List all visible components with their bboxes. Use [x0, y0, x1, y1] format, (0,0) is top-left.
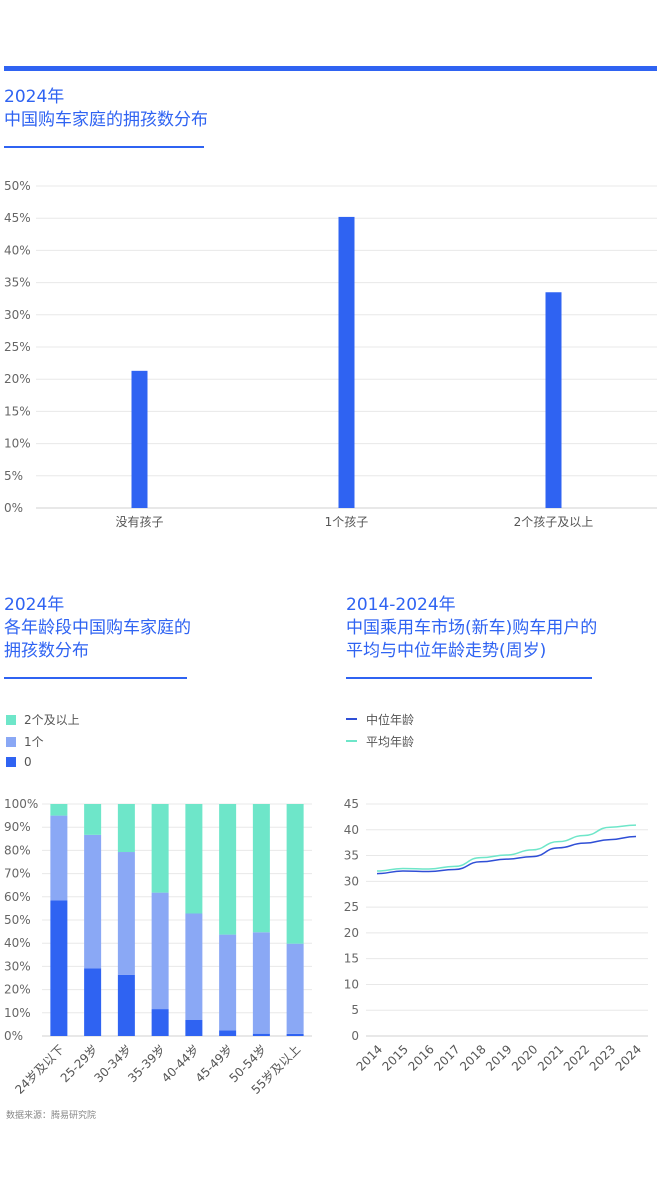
chart2-bar-segment — [50, 815, 68, 901]
chart3-legend-median: 中位年龄 — [346, 711, 414, 728]
chart3-x-tick: 2024 — [613, 1042, 644, 1073]
legend-swatch — [6, 715, 16, 725]
chart2-bar-segment — [185, 804, 203, 914]
chart3-x-tick: 2017 — [431, 1042, 462, 1073]
chart3-x-tick: 2022 — [561, 1042, 592, 1073]
chart2-y-tick: 70% — [4, 867, 31, 881]
chart1-x-tick: 没有孩子 — [115, 514, 163, 529]
chart2-bar-segment — [185, 913, 203, 1020]
chart2-bar-segment — [252, 932, 270, 1034]
chart1-y-tick: 25% — [4, 340, 31, 354]
chart2-legend-item-0: 0 — [6, 755, 32, 769]
chart2-bar-segment — [84, 804, 102, 835]
chart1-y-tick: 0% — [4, 501, 23, 515]
chart2-y-tick: 90% — [4, 820, 31, 834]
chart3-y-tick: 25 — [344, 900, 359, 914]
chart3-y-tick: 15 — [344, 952, 359, 966]
chart3-y-tick: 5 — [351, 1003, 359, 1017]
chart1-y-tick: 10% — [4, 437, 31, 451]
chart3-y-tick: 40 — [344, 823, 359, 837]
chart1-y-tick: 50% — [4, 179, 31, 193]
chart3-x-tick: 2023 — [587, 1042, 618, 1073]
chart2-y-tick: 40% — [4, 936, 31, 950]
chart3-y-tick: 35 — [344, 849, 359, 863]
chart3-x-tick: 2015 — [380, 1042, 411, 1073]
legend-line — [346, 718, 357, 720]
chart2-bar-segment — [286, 943, 304, 1034]
chart2-bar-segment — [117, 852, 135, 975]
chart2-bar-segment — [117, 974, 135, 1036]
chart3-y-tick: 0 — [351, 1029, 359, 1043]
chart3-line-median — [376, 835, 637, 875]
chart2-y-tick: 30% — [4, 959, 31, 973]
chart2-title-underline — [4, 677, 187, 679]
chart3-title: 2014-2024年 中国乘用车市场(新车)购车用户的 平均与中位年龄走势(周岁… — [346, 595, 598, 661]
chart3-y-tick: 10 — [344, 977, 359, 991]
legend-swatch — [6, 737, 16, 747]
chart2-bar-segment — [252, 1033, 270, 1036]
chart2-y-tick: 10% — [4, 1006, 31, 1020]
chart2-title: 2024年 各年龄段中国购车家庭的 拥孩数分布 — [4, 595, 191, 661]
chart1-y-tick: 40% — [4, 243, 31, 257]
chart3-x-tick: 2018 — [457, 1042, 488, 1073]
chart2-y-tick: 60% — [4, 890, 31, 904]
chart2-y-tick: 20% — [4, 983, 31, 997]
chart2-legend-item-2plus: 2个及以上 — [6, 711, 80, 728]
chart3-title-underline — [346, 677, 592, 679]
chart3-x-tick: 2021 — [535, 1042, 566, 1073]
chart1-y-tick: 45% — [4, 211, 31, 225]
chart2-bar-segment — [84, 968, 102, 1036]
chart2-bar-segment — [219, 934, 237, 1031]
chart3-y-tick: 20 — [344, 926, 359, 940]
chart2-bar-segment — [50, 804, 68, 816]
chart1-y-tick: 35% — [4, 276, 31, 290]
chart3-line-mean — [376, 824, 637, 872]
chart1-bar — [131, 370, 148, 508]
chart2-y-tick: 50% — [4, 913, 31, 927]
top-accent-bar — [4, 66, 657, 71]
chart3-y-tick: 45 — [344, 797, 359, 811]
chart2-y-tick: 100% — [4, 797, 38, 811]
chart1-title: 2024年 中国购车家庭的拥孩数分布 — [4, 87, 208, 130]
chart3-y-tick: 30 — [344, 874, 359, 888]
chart2-bar-segment — [151, 1009, 169, 1036]
chart2-x-tick: 24岁及以下 — [12, 1042, 67, 1097]
chart2-y-tick: 0% — [4, 1029, 23, 1043]
chart2-bar-segment — [252, 804, 270, 933]
chart2-bar-segment — [219, 1030, 237, 1036]
chart2-bar-segment — [151, 804, 169, 893]
chart2-y-tick: 80% — [4, 843, 31, 857]
chart1-y-tick: 15% — [4, 404, 31, 418]
chart2-legend-item-1: 1个 — [6, 733, 44, 750]
legend-line — [346, 740, 357, 742]
chart1-y-tick: 5% — [4, 469, 23, 483]
chart3-x-tick: 2016 — [405, 1042, 436, 1073]
chart1-x-tick: 2个孩子及以上 — [514, 515, 594, 529]
legend-swatch — [6, 757, 16, 767]
chart2-bar-segment — [185, 1019, 203, 1036]
source-note: 数据来源：腾易研究院 — [6, 1111, 97, 1121]
chart1-title-underline — [4, 146, 204, 148]
chart2-bar-segment — [286, 804, 304, 944]
chart3-legend-mean: 平均年龄 — [346, 733, 414, 750]
chart2-bar-segment — [117, 804, 135, 853]
chart1-y-tick: 20% — [4, 372, 31, 386]
chart2-bar-segment — [286, 1033, 304, 1036]
chart1-bar — [338, 216, 355, 509]
chart2-bar-segment — [151, 892, 169, 1010]
chart3-x-tick: 2020 — [509, 1042, 540, 1073]
chart3-x-tick: 2014 — [354, 1042, 385, 1073]
chart3-x-tick: 2019 — [483, 1042, 514, 1073]
chart1-bar — [545, 292, 562, 508]
chart1-y-tick: 30% — [4, 308, 31, 322]
chart2-bar-segment — [84, 834, 102, 969]
chart2-bar-segment — [50, 900, 68, 1036]
chart2-bar-segment — [219, 804, 237, 935]
chart1-x-tick: 1个孩子 — [325, 515, 369, 529]
